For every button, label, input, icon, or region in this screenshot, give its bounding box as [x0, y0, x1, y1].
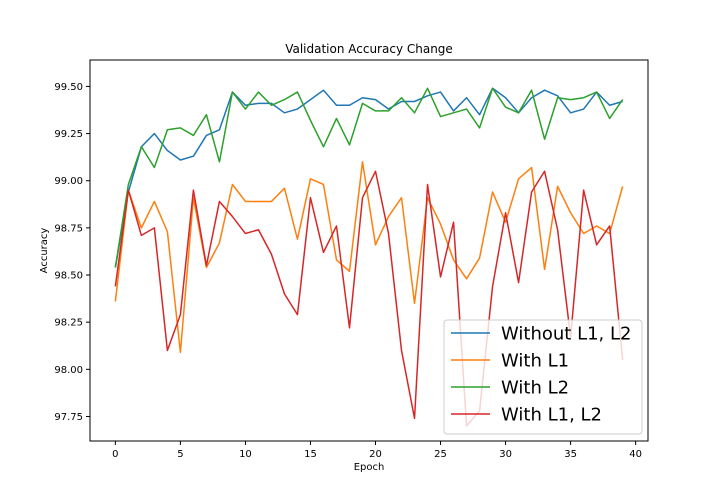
series-line-1 [114, 87, 623, 268]
x-tick-label: 30 [499, 449, 512, 460]
y-tick-label: 99.50 [54, 82, 83, 93]
x-tick-label: 20 [369, 449, 382, 460]
chart-title: Validation Accuracy Change [285, 42, 453, 56]
x-tick-label: 40 [629, 449, 642, 460]
series-line-3 [114, 87, 624, 268]
x-axis-label: Epoch [354, 462, 385, 473]
legend-label-3: With L2 [501, 378, 569, 399]
x-tick-label: 15 [304, 449, 317, 460]
y-axis-label: Accuracy [39, 228, 50, 274]
x-axis: 0 5 10 15 20 25 30 35 40 [112, 441, 642, 460]
series-line-4 [114, 170, 624, 427]
y-tick-label: 99.25 [54, 129, 83, 140]
x-tick-label: 0 [112, 449, 118, 460]
legend-label-4: With L1, L2 [501, 405, 602, 426]
plot-frame [89, 59, 649, 442]
y-tick-label: 98.00 [54, 365, 83, 376]
x-tick-label: 35 [564, 449, 577, 460]
legend: Without L1, L2 With L1 With L2 With L1, L2 [443, 319, 643, 435]
y-tick-label: 98.50 [54, 271, 83, 282]
legend-label-1: Without L1, L2 [501, 324, 631, 345]
y-tick-label: 98.25 [54, 318, 83, 329]
y-tick-label: 98.75 [54, 223, 83, 234]
series-group [114, 87, 624, 427]
series-line-2 [114, 161, 624, 354]
y-axis: 97.75 98.00 98.25 98.50 98.75 99.00 99.25 99.50 [54, 82, 90, 423]
x-tick-label: 10 [239, 449, 252, 460]
legend-label-2: With L1 [501, 351, 569, 372]
y-tick-label: 99.00 [54, 176, 83, 187]
legend-box [443, 319, 643, 435]
y-tick-label: 97.75 [54, 412, 83, 423]
x-tick-label: 25 [434, 449, 447, 460]
x-tick-label: 5 [177, 449, 183, 460]
